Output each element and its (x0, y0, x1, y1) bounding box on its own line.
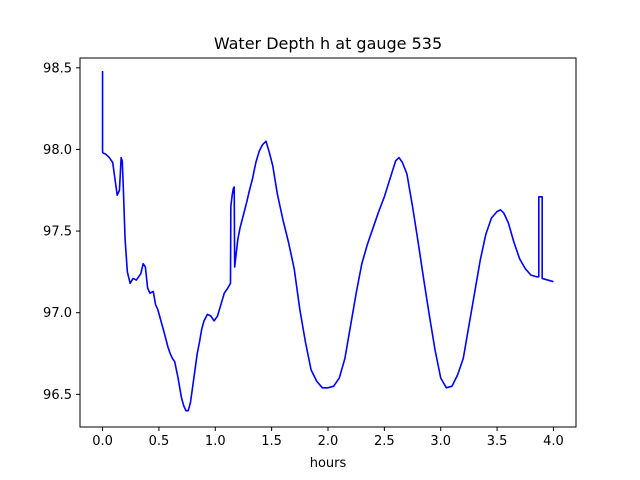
y-tick-label: 96.5 (43, 388, 72, 403)
chart-title: Water Depth h at gauge 535 (214, 34, 442, 53)
x-axis-label: hours (310, 456, 347, 471)
x-tick-label: 2.0 (318, 434, 339, 449)
x-tick-label: 1.0 (205, 434, 226, 449)
x-tick-label: 0.5 (149, 434, 170, 449)
chart-background (0, 0, 640, 480)
y-tick-label: 98.0 (43, 143, 72, 158)
x-tick-label: 1.5 (261, 434, 282, 449)
line-chart: Water Depth h at gauge 535 96.5 97.0 97.5 9… (0, 0, 640, 480)
y-tick-label: 97.5 (43, 225, 72, 240)
x-tick-label: 3.0 (430, 434, 451, 449)
y-tick-label: 98.5 (43, 61, 72, 76)
x-tick-label: 4.0 (543, 434, 564, 449)
x-tick-label: 0.0 (92, 434, 113, 449)
x-tick-label: 2.5 (374, 434, 395, 449)
x-tick-label: 3.5 (487, 434, 508, 449)
y-tick-label: 97.0 (43, 306, 72, 321)
